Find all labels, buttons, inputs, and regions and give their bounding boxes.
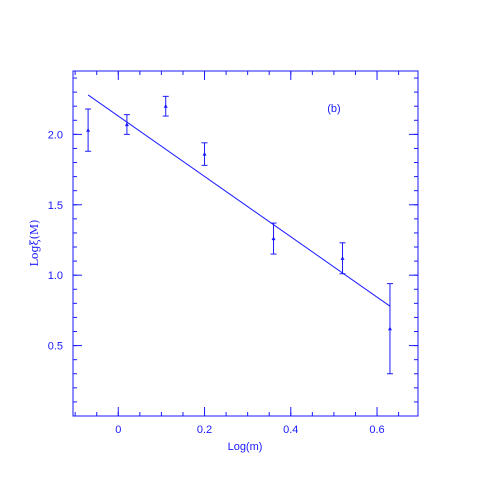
x-axis-label: Log(m): [228, 441, 263, 453]
panel-label: (b): [327, 103, 340, 115]
x-tick-label: 0: [115, 424, 121, 436]
plot-frame: [72, 70, 419, 417]
data-point: [124, 122, 129, 127]
data-point: [387, 326, 392, 331]
x-tick-label: 0.4: [283, 424, 298, 436]
x-tick-label: 0.6: [369, 424, 384, 436]
fit-line-group: [87, 94, 391, 307]
axis-tick-labels: 0 0.2 0.4 0.6 0.5 1.0 1.5 2.0: [48, 129, 385, 436]
fit-line: [87, 94, 391, 307]
data-point: [163, 104, 168, 108]
data-point: [340, 256, 345, 260]
y-tick-label: 2.0: [48, 129, 63, 141]
error-bars: [85, 95, 393, 375]
data-point: [202, 151, 207, 156]
data-point: [86, 127, 91, 132]
data-points: [86, 104, 392, 331]
y-tick-label: 1.0: [48, 270, 63, 282]
y-tick-label: 0.5: [48, 341, 63, 353]
y-axis-label: Logξ(M): [28, 220, 41, 267]
data-point: [271, 236, 276, 241]
x-tick-label: 0.2: [197, 424, 212, 436]
axis-ticks: [73, 71, 418, 417]
y-tick-label: 1.5: [48, 200, 63, 212]
